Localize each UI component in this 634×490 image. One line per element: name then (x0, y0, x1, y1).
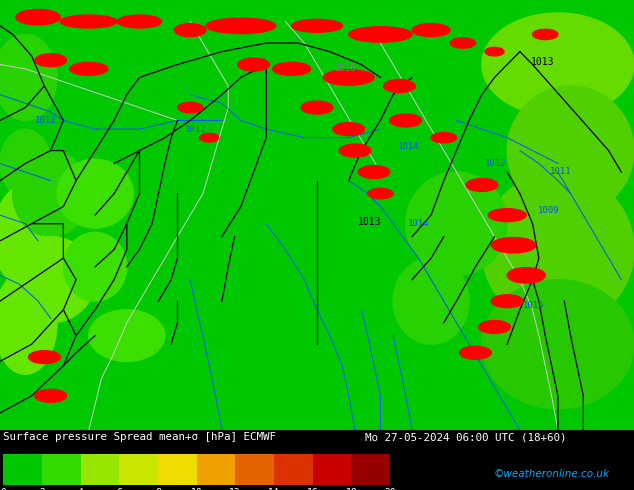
Ellipse shape (117, 15, 162, 28)
Ellipse shape (174, 24, 206, 37)
Ellipse shape (450, 38, 476, 48)
Bar (3, 454, 42, 485)
Ellipse shape (57, 159, 133, 228)
Ellipse shape (16, 9, 60, 25)
Ellipse shape (507, 268, 545, 283)
Bar (119, 454, 158, 485)
Text: 0: 0 (0, 488, 6, 490)
Bar (235, 454, 274, 485)
Ellipse shape (533, 29, 558, 40)
Text: 1012: 1012 (485, 159, 507, 168)
Ellipse shape (333, 122, 365, 136)
Text: 1013: 1013 (531, 57, 555, 68)
Ellipse shape (491, 294, 523, 308)
Text: 10: 10 (191, 488, 202, 490)
Text: 1014: 1014 (408, 219, 429, 228)
Ellipse shape (431, 132, 456, 143)
Ellipse shape (301, 101, 333, 114)
Bar (81, 454, 119, 485)
Ellipse shape (406, 172, 507, 275)
Ellipse shape (482, 13, 634, 116)
Text: 1015: 1015 (523, 301, 545, 310)
Ellipse shape (482, 172, 634, 327)
Text: 2: 2 (39, 488, 45, 490)
Ellipse shape (0, 129, 51, 198)
Ellipse shape (358, 166, 390, 178)
Ellipse shape (507, 86, 634, 215)
Bar (313, 454, 351, 485)
Ellipse shape (63, 232, 127, 301)
Text: 18: 18 (346, 488, 357, 490)
Text: 6: 6 (116, 488, 122, 490)
Text: 20: 20 (384, 488, 396, 490)
Ellipse shape (35, 390, 67, 402)
Ellipse shape (368, 189, 393, 199)
Ellipse shape (384, 79, 415, 93)
Text: 16: 16 (307, 488, 318, 490)
Text: Mo 27-05-2024 06:00 UTC (18+60): Mo 27-05-2024 06:00 UTC (18+60) (365, 432, 566, 442)
Text: 12: 12 (230, 488, 241, 490)
Ellipse shape (479, 320, 510, 333)
Ellipse shape (0, 34, 57, 121)
Text: 4: 4 (77, 488, 84, 490)
Ellipse shape (200, 133, 219, 142)
Ellipse shape (482, 280, 634, 409)
Ellipse shape (238, 58, 269, 71)
Text: 1011: 1011 (550, 167, 572, 176)
Ellipse shape (292, 20, 342, 32)
Ellipse shape (0, 185, 57, 288)
Ellipse shape (89, 310, 165, 362)
Ellipse shape (206, 18, 276, 33)
Text: Surface pressure Spread mean+σ [hPa] ECMWF: Surface pressure Spread mean+σ [hPa] ECM… (3, 432, 276, 442)
Text: 1014: 1014 (398, 142, 419, 151)
Ellipse shape (178, 102, 203, 113)
Bar (158, 454, 197, 485)
Ellipse shape (485, 48, 504, 56)
Ellipse shape (323, 70, 374, 85)
Text: 1013: 1013 (358, 217, 382, 226)
Text: 14: 14 (268, 488, 280, 490)
Bar (274, 454, 313, 485)
Ellipse shape (412, 24, 450, 37)
Ellipse shape (460, 346, 491, 359)
Ellipse shape (6, 237, 95, 323)
Bar (42, 454, 81, 485)
Ellipse shape (339, 144, 371, 157)
Ellipse shape (466, 178, 498, 192)
Ellipse shape (390, 114, 422, 127)
Text: ©weatheronline.co.uk: ©weatheronline.co.uk (494, 469, 609, 479)
Ellipse shape (393, 258, 469, 344)
Ellipse shape (349, 26, 412, 42)
Ellipse shape (491, 238, 536, 253)
Ellipse shape (488, 209, 526, 221)
Text: 1012: 1012 (35, 116, 56, 125)
Ellipse shape (29, 351, 60, 364)
Ellipse shape (35, 54, 67, 67)
Text: 1016: 1016 (335, 64, 356, 74)
Ellipse shape (70, 62, 108, 75)
Text: 1012: 1012 (184, 124, 206, 134)
Ellipse shape (273, 62, 311, 75)
Bar (351, 454, 390, 485)
Text: 8: 8 (155, 488, 161, 490)
Ellipse shape (0, 271, 57, 374)
Bar (197, 454, 235, 485)
Ellipse shape (13, 150, 89, 237)
Text: 1009: 1009 (538, 206, 559, 215)
Ellipse shape (60, 15, 117, 28)
